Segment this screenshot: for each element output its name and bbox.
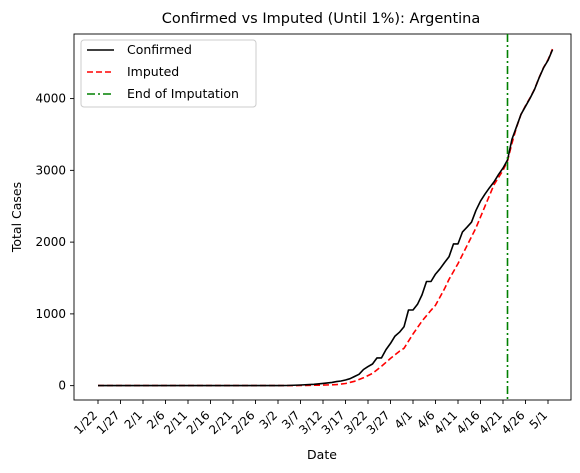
x-tick-label: 4/16	[454, 408, 483, 437]
x-tick-label: 4/1	[392, 408, 416, 432]
x-tick-label: 3/17	[319, 408, 348, 437]
series-layer	[98, 34, 554, 400]
x-tick-label: 2/1	[122, 408, 146, 432]
x-tick-label: 1/22	[71, 408, 100, 437]
legend-label-confirmed: Confirmed	[127, 42, 192, 57]
legend: Confirmed Imputed End of Imputation	[80, 39, 257, 108]
legend-box	[80, 39, 257, 108]
y-axis-label: Total Cases	[9, 182, 24, 253]
x-tick-label: 3/12	[296, 408, 325, 437]
chart-title: Confirmed vs Imputed (Until 1%): Argenti…	[162, 11, 481, 27]
x-tick-label: 3/2	[257, 408, 281, 432]
x-tick-label: 2/21	[206, 408, 235, 437]
x-axis: 1/221/272/12/62/112/162/212/263/23/73/12…	[71, 400, 550, 437]
x-tick-label: 1/27	[94, 408, 123, 437]
y-axis: 0 1000 2000 3000 4000	[35, 92, 74, 393]
y-tick-label: 1000	[35, 307, 66, 321]
legend-label-end-of-imputation: End of Imputation	[127, 86, 239, 101]
y-tick-label: 2000	[35, 235, 66, 249]
series-line-confirmed	[98, 49, 554, 387]
x-tick-label: 3/22	[341, 408, 370, 437]
x-tick-label: 4/11	[431, 408, 460, 437]
x-tick-label: 4/21	[476, 408, 505, 437]
x-axis-label: Date	[307, 447, 337, 462]
y-tick-label: 0	[58, 379, 66, 393]
x-tick-label: 2/26	[229, 408, 258, 437]
legend-label-imputed: Imputed	[127, 64, 179, 79]
series-line-imputed	[98, 48, 554, 387]
y-tick-label: 4000	[35, 92, 66, 106]
x-tick-label: 5/1	[527, 408, 551, 432]
y-tick-label: 3000	[35, 163, 66, 177]
x-tick-label: 4/26	[499, 408, 528, 437]
x-tick-label: 2/11	[161, 408, 190, 437]
x-tick-label: 2/16	[184, 408, 213, 437]
x-tick-label: 3/27	[364, 408, 393, 437]
